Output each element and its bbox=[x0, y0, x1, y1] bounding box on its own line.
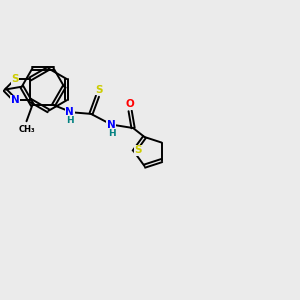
Text: H: H bbox=[108, 129, 116, 138]
Text: O: O bbox=[125, 100, 134, 110]
Text: S: S bbox=[11, 74, 19, 84]
Text: H: H bbox=[67, 116, 74, 125]
Text: CH₃: CH₃ bbox=[18, 125, 35, 134]
Text: S: S bbox=[135, 145, 142, 155]
Text: N: N bbox=[11, 95, 20, 105]
Text: N: N bbox=[106, 120, 116, 130]
Text: S: S bbox=[95, 85, 103, 95]
Text: N: N bbox=[65, 107, 74, 117]
